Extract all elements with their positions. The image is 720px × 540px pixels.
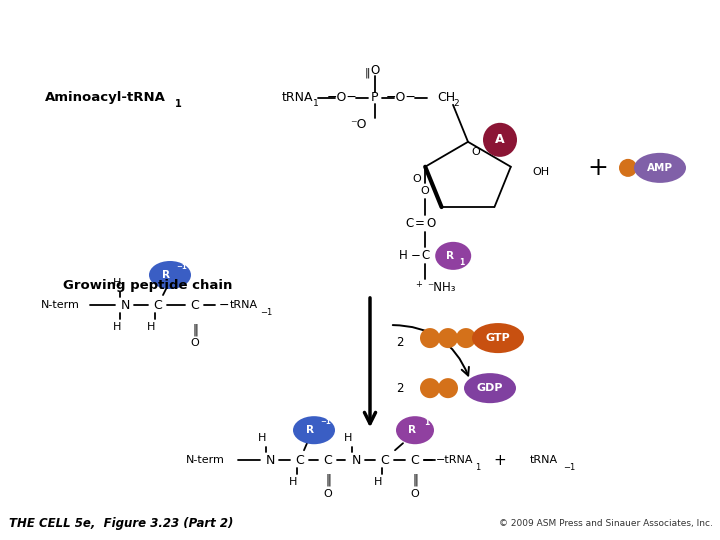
Text: C: C [296, 454, 305, 467]
Text: R: R [306, 425, 314, 435]
Text: C: C [323, 454, 333, 467]
Text: ‖: ‖ [192, 323, 198, 336]
Text: C: C [410, 454, 419, 467]
Text: N-term: N-term [40, 300, 79, 310]
Text: O: O [426, 217, 436, 231]
Text: −O−: −O− [327, 91, 357, 104]
Text: O: O [410, 489, 419, 500]
Text: −tRNA: −tRNA [436, 455, 474, 465]
Text: R: R [162, 270, 170, 280]
Text: −O−: −O− [386, 91, 416, 104]
Text: GTP: GTP [485, 333, 510, 343]
Text: H: H [344, 433, 352, 443]
Text: O: O [413, 174, 422, 184]
Text: H: H [147, 322, 156, 332]
Text: O: O [472, 147, 480, 157]
Text: C: C [153, 299, 163, 312]
Text: O: O [370, 64, 379, 77]
Text: 2: 2 [396, 382, 404, 395]
Text: Figure 3.23  Formation of the peptide bond (Part 2): Figure 3.23 Formation of the peptide bon… [9, 8, 399, 22]
Text: ‖: ‖ [364, 68, 370, 78]
Text: tRNA: tRNA [282, 91, 313, 104]
Text: OH: OH [533, 167, 550, 177]
Text: Growing peptide chain: Growing peptide chain [63, 279, 233, 292]
Text: −1: −1 [260, 308, 272, 316]
Text: +: + [415, 280, 422, 289]
Text: tRNA: tRNA [530, 455, 558, 465]
Text: AMP: AMP [647, 163, 673, 173]
Text: © 2009 ASM Press and Sinauer Associates, Inc.: © 2009 ASM Press and Sinauer Associates,… [499, 519, 713, 528]
Text: −1: −1 [176, 264, 187, 270]
Text: −: − [219, 299, 230, 312]
Text: =: = [414, 217, 424, 231]
Text: ‖: ‖ [412, 474, 418, 487]
Ellipse shape [456, 328, 476, 348]
Text: A: A [495, 133, 505, 146]
Ellipse shape [634, 153, 686, 183]
Ellipse shape [464, 373, 516, 403]
Text: N: N [120, 299, 130, 312]
Text: O: O [420, 186, 430, 196]
Ellipse shape [420, 328, 440, 348]
Text: H: H [399, 249, 408, 262]
Text: tRNA: tRNA [230, 300, 258, 310]
Text: O: O [191, 338, 199, 348]
Text: Aminoacyl-tRNA: Aminoacyl-tRNA [45, 91, 166, 104]
Ellipse shape [396, 416, 434, 444]
Text: −1: −1 [320, 419, 331, 425]
Ellipse shape [149, 261, 191, 289]
Ellipse shape [420, 378, 440, 398]
Text: CH: CH [437, 91, 455, 104]
Text: 2: 2 [396, 335, 404, 349]
Text: ⁻O: ⁻O [350, 118, 366, 131]
Text: −: − [410, 249, 420, 262]
Text: 2: 2 [453, 99, 459, 109]
Text: H: H [374, 477, 382, 487]
Text: ‖: ‖ [325, 474, 331, 487]
Text: −1: −1 [563, 463, 575, 472]
Text: R: R [446, 251, 454, 261]
Ellipse shape [435, 242, 471, 270]
Text: 1: 1 [175, 99, 181, 109]
Text: C: C [191, 299, 199, 312]
Text: R: R [408, 425, 416, 435]
Text: H: H [289, 477, 297, 487]
Text: GDP: GDP [477, 383, 503, 393]
Text: 1: 1 [459, 258, 465, 267]
Text: C: C [421, 249, 429, 262]
Ellipse shape [472, 323, 524, 353]
Text: H: H [113, 278, 121, 288]
Text: THE CELL 5e,  Figure 3.23 (Part 2): THE CELL 5e, Figure 3.23 (Part 2) [9, 517, 233, 530]
Text: N: N [351, 454, 361, 467]
Text: N-term: N-term [186, 455, 225, 465]
Text: +: + [494, 453, 506, 468]
Ellipse shape [438, 378, 458, 398]
Text: H: H [113, 322, 121, 332]
Text: H: H [258, 433, 266, 443]
Text: C: C [405, 217, 413, 231]
Text: ⁻NH₃: ⁻NH₃ [427, 281, 456, 294]
Text: 1: 1 [475, 463, 480, 472]
Text: P: P [372, 91, 379, 104]
Text: C: C [381, 454, 390, 467]
Ellipse shape [483, 123, 517, 157]
Text: 1: 1 [313, 99, 319, 109]
Text: O: O [323, 489, 333, 500]
Text: 1: 1 [424, 418, 430, 427]
Ellipse shape [619, 159, 637, 177]
Text: +: + [588, 156, 608, 180]
Ellipse shape [293, 416, 335, 444]
Text: N: N [265, 454, 275, 467]
Ellipse shape [438, 328, 458, 348]
